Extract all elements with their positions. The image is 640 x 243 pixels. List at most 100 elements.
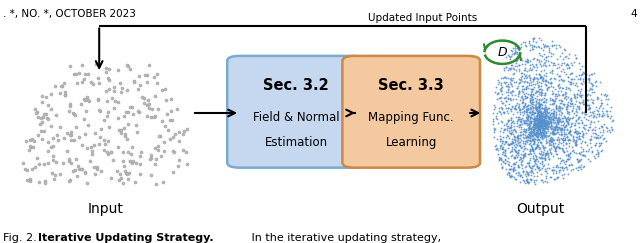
Point [492, 146, 502, 149]
Point [493, 91, 503, 95]
Point [577, 100, 587, 104]
Point [563, 112, 573, 115]
Point [593, 133, 603, 137]
Point [91, 62, 101, 66]
Point [539, 124, 549, 128]
Point [499, 142, 509, 146]
Point [534, 116, 544, 120]
Point [509, 155, 519, 159]
Point [514, 67, 524, 71]
Point [554, 126, 564, 130]
Point [526, 178, 536, 182]
Point [573, 159, 584, 163]
Point [525, 66, 535, 70]
Point [581, 149, 591, 153]
Point [590, 125, 600, 129]
Point [544, 166, 554, 170]
Point [32, 156, 42, 160]
Point [546, 108, 556, 112]
Point [26, 145, 36, 149]
Point [510, 155, 520, 159]
Point [516, 110, 527, 114]
Point [602, 129, 612, 133]
Point [56, 85, 66, 88]
Point [536, 111, 547, 115]
Point [534, 122, 545, 126]
Point [515, 143, 525, 147]
Point [538, 127, 548, 130]
Point [536, 113, 546, 116]
Point [576, 145, 586, 149]
Point [124, 171, 134, 175]
Point [521, 119, 531, 123]
Point [520, 121, 531, 125]
Point [514, 91, 524, 95]
Point [533, 112, 543, 116]
Point [513, 115, 524, 119]
Point [521, 135, 531, 139]
Point [509, 135, 520, 139]
Point [575, 94, 585, 98]
Point [564, 112, 575, 116]
Point [591, 132, 601, 136]
Point [591, 115, 602, 119]
Point [536, 119, 546, 123]
Point [596, 101, 606, 105]
Point [36, 100, 47, 104]
Point [495, 144, 506, 148]
Point [535, 123, 545, 127]
Point [587, 87, 597, 91]
Point [565, 129, 575, 132]
Point [503, 106, 513, 110]
Point [500, 128, 510, 131]
Point [507, 139, 517, 143]
Point [501, 80, 511, 84]
Point [530, 119, 540, 123]
Point [548, 76, 559, 80]
Point [516, 94, 527, 98]
Point [531, 108, 541, 112]
Point [109, 89, 119, 93]
Point [525, 148, 535, 152]
Point [515, 144, 525, 148]
Point [561, 94, 572, 98]
Point [548, 125, 559, 129]
Point [561, 141, 571, 145]
Point [532, 110, 543, 114]
Point [545, 150, 555, 154]
Point [525, 152, 536, 156]
Point [550, 122, 561, 126]
Point [541, 111, 552, 115]
Point [541, 74, 551, 78]
Point [524, 125, 534, 129]
Point [591, 112, 602, 116]
Point [512, 151, 522, 155]
Point [534, 113, 544, 117]
Point [540, 157, 550, 161]
Point [501, 109, 511, 113]
Point [544, 117, 554, 121]
Point [499, 75, 509, 79]
Point [513, 92, 524, 95]
Point [515, 78, 525, 82]
Point [531, 124, 541, 128]
Point [20, 167, 30, 171]
Point [538, 136, 548, 139]
Point [181, 150, 191, 154]
Point [530, 153, 540, 157]
Point [547, 124, 557, 128]
Point [532, 121, 543, 125]
Point [536, 120, 546, 124]
Point [574, 131, 584, 135]
Point [579, 126, 589, 130]
Point [532, 117, 543, 121]
Point [501, 135, 511, 139]
Point [586, 145, 596, 149]
Point [541, 123, 552, 127]
Point [575, 150, 586, 154]
Point [492, 92, 502, 95]
Point [547, 141, 557, 145]
Point [99, 118, 109, 122]
Point [575, 91, 586, 95]
Point [533, 89, 543, 93]
